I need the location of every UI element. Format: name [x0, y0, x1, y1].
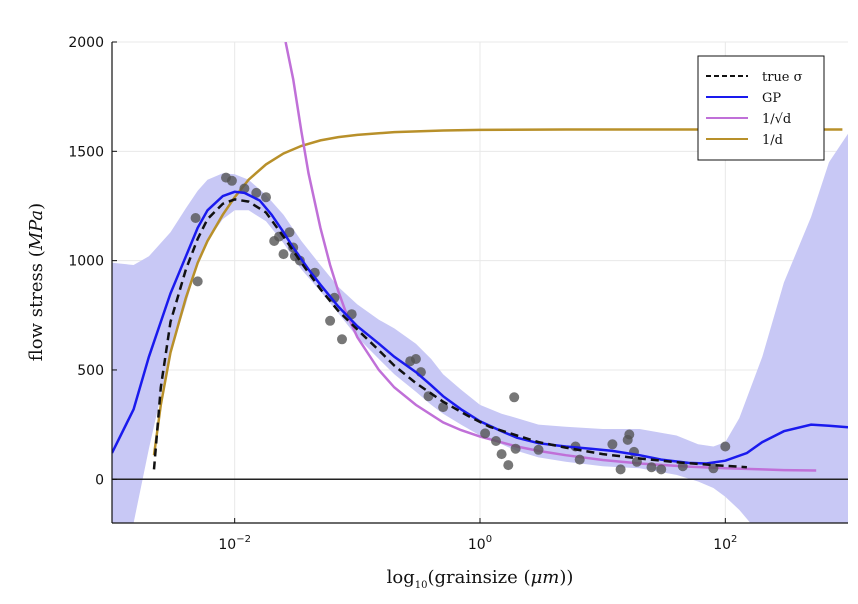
data-point-34: [615, 464, 626, 475]
legend-label-3: 1/d: [762, 133, 783, 148]
data-point-33: [607, 439, 618, 450]
y-tick-label-3: 1500: [68, 144, 104, 160]
data-point-25: [491, 436, 501, 446]
y-tick-label-1: 500: [77, 363, 104, 379]
data-point-23: [438, 402, 449, 413]
series-line-true-sigma: [152, 198, 747, 470]
data-point-4: [239, 183, 250, 194]
x-axis-label-sub: 10: [415, 580, 428, 591]
x-tick-label-1: 100: [468, 534, 492, 553]
series-line-gp: [112, 190, 848, 465]
data-point-20: [410, 354, 421, 364]
data-point-32: [574, 454, 585, 465]
series-line-inv-sqrt-d: [284, 42, 817, 472]
data-point-10: [284, 227, 295, 238]
grid-lines: [112, 41, 848, 523]
legend-box: [697, 55, 825, 161]
data-point-26: [496, 449, 507, 460]
data-point-36: [624, 429, 635, 440]
data-point-24: [480, 428, 491, 439]
data-point-27: [503, 460, 514, 471]
gp-confidence-band: [112, 133, 848, 523]
x-axis-label: log10(grainsize (μm)): [387, 567, 574, 591]
data-point-3: [226, 175, 237, 186]
legend-label-2: 1/√d: [762, 112, 791, 127]
legend: true σ GP 1/√d 1/d: [697, 55, 825, 161]
y-tick-label-4: 2000: [68, 35, 104, 51]
data-point-6: [261, 192, 271, 203]
axes: [111, 41, 848, 524]
legend-label-0: true σ: [762, 70, 803, 85]
data-point-17: [337, 334, 347, 345]
data-point-39: [646, 462, 657, 473]
series-line-inv-d: [152, 128, 843, 456]
legend-label-1: GP: [762, 91, 781, 106]
x-tick-label-2: 102: [713, 534, 737, 553]
data-point-40: [656, 464, 667, 475]
data-point-1: [192, 276, 203, 287]
data-point-29: [510, 443, 521, 454]
data-point-30: [533, 444, 544, 455]
data-point-9: [278, 249, 289, 260]
data-point-43: [720, 441, 731, 452]
y-tick-label-2: 1000: [68, 254, 104, 270]
tick-labels: 0 500 1000 1500 2000 10−2 100 102: [68, 35, 737, 553]
y-tick-label-0: 0: [95, 472, 104, 488]
x-tick-label-0: 10−2: [218, 534, 251, 553]
data-point-15: [325, 315, 336, 326]
data-point-28: [509, 392, 520, 403]
data-point-5: [251, 187, 262, 198]
data-point-0: [190, 213, 201, 223]
y-axis-label: flow stress (MPa): [26, 203, 47, 361]
